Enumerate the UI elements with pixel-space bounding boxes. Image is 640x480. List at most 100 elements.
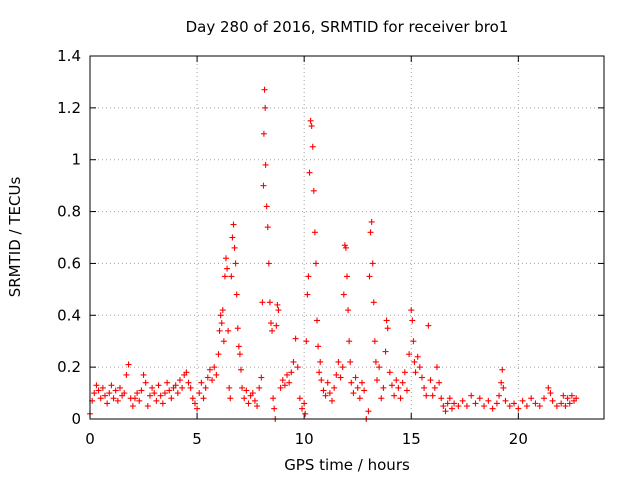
data-point [99, 384, 106, 391]
data-point [281, 382, 288, 389]
data-point [302, 410, 309, 417]
data-point [138, 387, 145, 394]
data-point [187, 384, 194, 391]
data-point [110, 395, 117, 402]
data-point [468, 392, 475, 399]
data-point [230, 221, 237, 228]
data-point [314, 317, 321, 324]
data-point [249, 390, 256, 397]
data-point [361, 387, 368, 394]
data-point [347, 358, 354, 365]
data-point [123, 371, 130, 378]
data-point [161, 390, 168, 397]
data-point [294, 364, 301, 371]
data-point [393, 377, 400, 384]
data-point [164, 379, 171, 386]
data-point [112, 387, 119, 394]
data-point [346, 338, 353, 345]
data-point [416, 364, 423, 371]
data-point [271, 405, 278, 412]
data-point [241, 395, 248, 402]
data-point [312, 260, 319, 267]
data-point [499, 366, 506, 373]
data-point [429, 392, 436, 399]
data-point [202, 384, 209, 391]
data-point [262, 161, 269, 168]
y-tick-label: 1.4 [57, 47, 81, 65]
data-point [236, 351, 243, 358]
data-point [183, 369, 190, 376]
data-point [185, 379, 192, 386]
data-point [270, 395, 277, 402]
y-tick-label: 0.6 [57, 254, 81, 272]
data-point [97, 395, 104, 402]
data-point [519, 397, 526, 404]
data-point [397, 395, 404, 402]
data-point [273, 322, 280, 329]
y-tick-label: 0 [71, 410, 81, 428]
data-point [106, 390, 113, 397]
data-point [350, 390, 357, 397]
data-point [251, 397, 258, 404]
data-point [228, 273, 235, 280]
data-point [335, 358, 342, 365]
data-point [459, 397, 466, 404]
data-point [431, 384, 438, 391]
x-tick-label: 20 [509, 430, 528, 448]
data-point [261, 86, 268, 93]
data-point [146, 392, 153, 399]
data-point [511, 400, 518, 407]
data-point [541, 395, 548, 402]
data-point [489, 405, 496, 412]
x-axis-label: GPS time / hours [284, 456, 410, 474]
data-point [168, 395, 175, 402]
data-point [406, 351, 413, 358]
data-point [260, 182, 267, 189]
y-tick-label: 1 [71, 151, 81, 169]
data-point [215, 351, 222, 358]
data-point [140, 371, 147, 378]
data-point [265, 260, 272, 267]
data-point [342, 244, 349, 251]
data-point [233, 291, 240, 298]
data-point [311, 229, 318, 236]
data-point [232, 260, 239, 267]
data-point [562, 403, 569, 410]
data-point [227, 395, 234, 402]
data-point [339, 364, 346, 371]
data-point [303, 338, 310, 345]
x-tick-label: 0 [85, 430, 95, 448]
data-point [412, 369, 419, 376]
data-point [304, 291, 311, 298]
y-tick-label: 1.2 [57, 99, 81, 117]
data-point [358, 379, 365, 386]
data-point [91, 390, 98, 397]
data-point [315, 343, 322, 350]
data-point [403, 387, 410, 394]
data-point [408, 307, 415, 314]
data-point [324, 379, 331, 386]
data-point [279, 377, 286, 384]
data-point [365, 408, 372, 415]
data-point [410, 338, 417, 345]
data-point [409, 317, 416, 324]
data-point [254, 403, 261, 410]
y-tick-label: 0.8 [57, 203, 81, 221]
data-point [395, 384, 402, 391]
data-point [515, 405, 522, 412]
data-point [269, 327, 276, 334]
x-tick-label: 15 [402, 430, 421, 448]
data-point [317, 358, 324, 365]
data-point [444, 400, 451, 407]
data-point [301, 400, 308, 407]
data-point [367, 229, 374, 236]
data-point [235, 343, 242, 350]
data-point [376, 364, 383, 371]
y-axis-label: SRMTID / TECUs [6, 177, 24, 298]
data-point [286, 379, 293, 386]
data-point [101, 392, 108, 399]
data-point [427, 377, 434, 384]
data-point [204, 374, 211, 381]
data-point [523, 403, 530, 410]
data-point [222, 255, 229, 262]
